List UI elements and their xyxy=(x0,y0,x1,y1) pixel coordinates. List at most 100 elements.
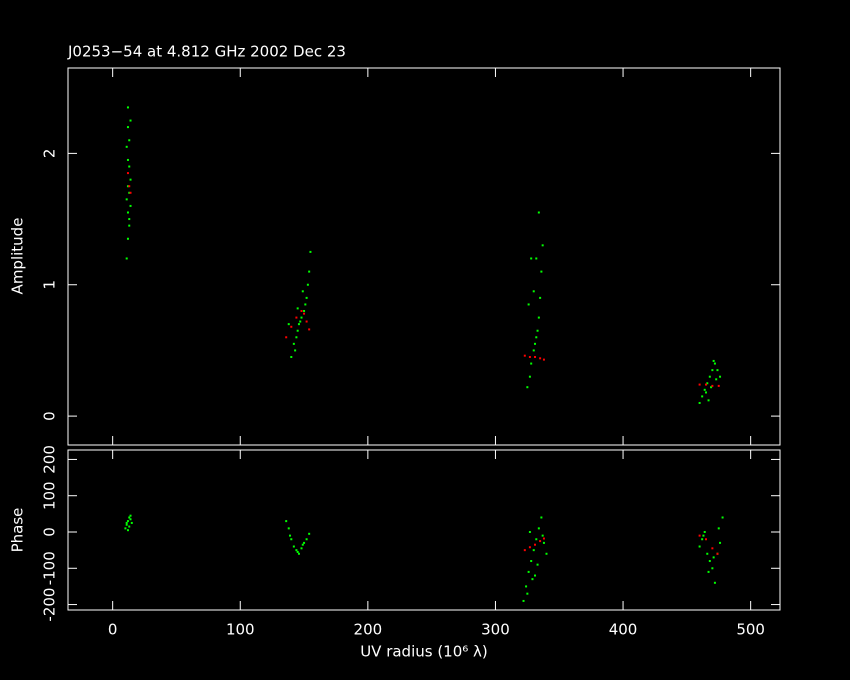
data-point xyxy=(128,516,131,519)
data-point xyxy=(309,250,312,253)
data-point xyxy=(523,354,526,357)
data-point xyxy=(706,382,709,385)
data-point xyxy=(126,172,129,175)
y-tick-label: 2 xyxy=(41,149,59,159)
data-point xyxy=(130,521,133,524)
plot-frame xyxy=(67,449,781,611)
data-point xyxy=(536,329,539,332)
data-point xyxy=(712,556,715,559)
data-point xyxy=(536,563,539,566)
data-point xyxy=(125,521,128,524)
data-point xyxy=(308,270,311,273)
data-point xyxy=(290,538,293,541)
data-point xyxy=(126,211,129,214)
data-point xyxy=(532,549,535,552)
data-point xyxy=(541,244,544,247)
data-point xyxy=(526,386,529,389)
data-point xyxy=(535,336,538,339)
data-point xyxy=(530,362,533,365)
data-point xyxy=(287,527,290,530)
data-point xyxy=(128,165,131,168)
data-point xyxy=(535,257,538,260)
data-point xyxy=(305,538,308,541)
data-point xyxy=(289,534,292,537)
data-point xyxy=(702,534,705,537)
data-point xyxy=(308,532,311,535)
data-point xyxy=(704,383,707,386)
data-point xyxy=(129,518,132,521)
data-point xyxy=(708,560,711,563)
data-point xyxy=(129,191,132,194)
data-point xyxy=(708,375,711,378)
data-point xyxy=(126,185,129,188)
data-point xyxy=(300,310,303,313)
data-point xyxy=(296,550,299,553)
data-point xyxy=(707,399,710,402)
data-point xyxy=(698,401,701,404)
data-point xyxy=(125,145,128,148)
data-point xyxy=(534,543,537,546)
data-point xyxy=(537,316,540,319)
data-point xyxy=(703,388,706,391)
data-point xyxy=(523,549,526,552)
data-point xyxy=(301,290,304,293)
data-point xyxy=(287,323,290,326)
data-point xyxy=(540,270,543,273)
x-tick-label: 300 xyxy=(481,621,510,639)
data-point xyxy=(706,552,709,555)
data-point xyxy=(303,310,306,313)
x-tick-label: 200 xyxy=(354,621,383,639)
x-axis-label: UV radius (10⁶ λ) xyxy=(360,643,488,661)
data-point xyxy=(528,375,531,378)
data-point xyxy=(125,257,128,260)
data-point xyxy=(711,547,714,550)
data-point xyxy=(301,543,304,546)
data-point xyxy=(530,560,533,563)
data-point xyxy=(704,391,707,394)
data-point xyxy=(539,540,542,543)
data-point xyxy=(701,538,704,541)
data-point xyxy=(707,570,710,573)
data-point xyxy=(129,119,132,122)
x-tick-label: 500 xyxy=(736,621,765,639)
chart-title: J0253−54 at 4.812 GHz 2002 Dec 23 xyxy=(67,43,346,61)
data-point xyxy=(128,191,131,194)
data-point xyxy=(306,283,309,286)
data-point xyxy=(704,538,707,541)
data-point xyxy=(297,323,300,326)
data-point xyxy=(542,541,545,544)
y-tick-label: 200 xyxy=(41,445,59,474)
data-point xyxy=(537,211,540,214)
y-tick-label: -100 xyxy=(41,551,59,585)
data-point xyxy=(716,369,719,372)
data-point xyxy=(711,369,714,372)
data-point xyxy=(129,514,132,517)
data-point xyxy=(295,549,298,552)
data-point xyxy=(542,537,545,540)
plot-frame xyxy=(67,67,781,446)
y-tick-label: 0 xyxy=(41,527,59,537)
data-point xyxy=(295,336,298,339)
data-point xyxy=(717,527,720,530)
y-tick-label: 100 xyxy=(41,481,59,510)
data-point xyxy=(290,355,293,358)
data-point xyxy=(292,342,295,345)
data-point xyxy=(295,316,298,319)
data-point xyxy=(541,534,544,537)
data-point xyxy=(296,307,299,310)
data-point xyxy=(308,328,311,331)
data-point xyxy=(128,525,131,528)
data-point xyxy=(129,178,132,181)
data-point xyxy=(528,546,531,549)
data-point xyxy=(126,529,129,532)
data-point xyxy=(698,383,701,386)
data-point xyxy=(128,139,131,142)
data-point xyxy=(126,126,129,129)
data-point xyxy=(698,534,701,537)
data-point xyxy=(527,303,530,306)
data-point xyxy=(125,198,128,201)
data-point xyxy=(711,567,714,570)
data-point xyxy=(285,336,288,339)
data-point xyxy=(527,570,530,573)
data-point xyxy=(128,185,131,188)
